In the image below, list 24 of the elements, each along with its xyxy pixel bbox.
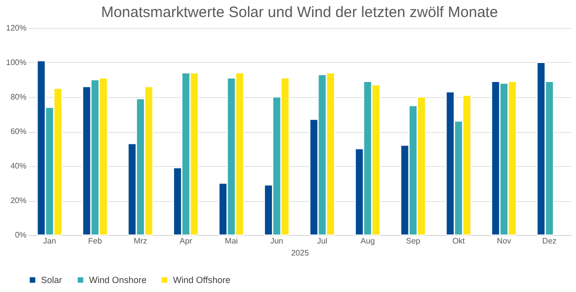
y-tick-label: 20% — [10, 196, 26, 205]
x-tick-label: Apr — [180, 236, 192, 246]
y-tick-label: 120% — [6, 24, 26, 32]
x-tick-label: Dez — [542, 236, 557, 246]
legend-label: Wind Offshore — [173, 274, 230, 285]
y-tick-label: 0% — [14, 230, 26, 240]
y-tick-label: 80% — [10, 92, 26, 102]
x-tick-label: Jun — [270, 236, 284, 246]
x-tick-label: Nov — [496, 236, 512, 246]
x-tick-label: Mrz — [134, 236, 148, 246]
x-tick-label: Okt — [452, 236, 466, 246]
y-tick-label: 60% — [10, 127, 26, 136]
x-tick-label: Jul — [317, 236, 328, 246]
x-tick-label: Aug — [360, 236, 375, 246]
x-tick-label: Sep — [406, 236, 421, 246]
x-tick-label: Feb — [88, 236, 102, 246]
chart-title: Monatsmarktwerte Solar und Wind der letzten zwölf Monate — [101, 4, 498, 21]
legend-label: Solar — [41, 274, 62, 285]
legend-label: Wind Onshore — [89, 274, 147, 285]
x-tick-label: Jan — [43, 236, 56, 246]
x-axis-title: 2025 — [291, 248, 310, 258]
y-tick-label: 40% — [10, 162, 26, 170]
x-tick-label: Mai — [224, 236, 238, 246]
y-tick-label: 100% — [6, 58, 26, 67]
